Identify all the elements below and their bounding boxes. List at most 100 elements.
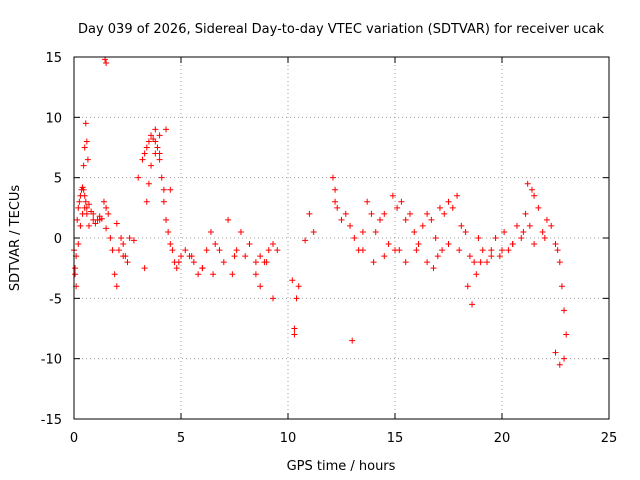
data-point <box>531 192 538 199</box>
data-point <box>445 198 452 205</box>
data-point <box>163 216 170 223</box>
data-point <box>74 216 81 223</box>
data-point <box>499 247 505 254</box>
data-point <box>293 295 300 302</box>
x-tick-label: 5 <box>177 431 185 446</box>
data-point <box>359 247 366 254</box>
data-point <box>111 271 118 278</box>
data-point <box>541 235 548 241</box>
data-point <box>158 174 165 181</box>
data-point <box>477 259 484 266</box>
y-tick-label: 15 <box>45 51 62 66</box>
data-point <box>83 210 90 217</box>
data-point <box>552 241 559 248</box>
data-point <box>75 204 82 211</box>
data-point <box>398 198 405 205</box>
data-point <box>364 198 371 205</box>
grid-lines <box>74 57 609 419</box>
data-point <box>237 228 244 235</box>
data-point <box>464 283 471 290</box>
data-point <box>225 216 232 223</box>
data-point <box>231 253 238 260</box>
data-point <box>415 241 422 248</box>
data-point <box>90 210 97 217</box>
data-point <box>80 186 87 193</box>
data-point <box>103 225 110 232</box>
data-point <box>169 247 176 254</box>
data-point <box>270 295 277 302</box>
data-point <box>145 138 152 145</box>
x-tick-label: 20 <box>494 431 511 446</box>
data-series-sdtvar <box>71 56 570 368</box>
data-point <box>274 247 281 254</box>
data-point <box>203 247 210 254</box>
x-tick-label: 10 <box>280 431 297 446</box>
data-point <box>82 120 89 127</box>
data-point <box>188 253 195 260</box>
data-point <box>528 186 535 193</box>
data-point <box>124 259 131 266</box>
data-point <box>265 247 272 254</box>
data-point <box>109 247 116 254</box>
data-point <box>496 253 503 260</box>
data-point <box>419 222 426 229</box>
data-point <box>143 198 150 205</box>
data-point <box>368 210 375 217</box>
data-point <box>439 247 446 254</box>
data-point <box>242 253 249 260</box>
data-point <box>561 355 568 362</box>
data-point <box>449 204 456 211</box>
data-point <box>120 253 127 260</box>
data-point <box>428 216 435 223</box>
data-point <box>471 259 478 266</box>
data-point <box>441 210 448 217</box>
data-point <box>332 198 339 205</box>
data-point <box>139 156 146 163</box>
data-point <box>456 247 463 254</box>
data-point <box>469 301 476 308</box>
data-point <box>430 265 437 272</box>
data-point <box>389 192 396 199</box>
y-tick-label: -5 <box>49 292 62 307</box>
x-axis-ticks: 0 5 10 15 20 25 <box>70 57 617 446</box>
data-point <box>178 253 184 260</box>
x-tick-label: 0 <box>70 431 78 446</box>
data-point <box>75 241 82 248</box>
data-point <box>220 259 227 266</box>
data-point <box>332 186 339 193</box>
data-point <box>152 138 159 145</box>
data-point <box>148 132 155 139</box>
data-point <box>199 265 206 272</box>
y-tick-label: -10 <box>41 353 62 368</box>
data-point <box>92 220 99 227</box>
data-point <box>310 228 317 235</box>
data-point <box>167 186 174 193</box>
y-tick-label: 10 <box>45 111 62 126</box>
data-point <box>289 277 296 284</box>
data-point <box>513 222 520 229</box>
data-point <box>413 247 420 254</box>
data-point <box>115 247 122 254</box>
data-point <box>338 216 345 223</box>
data-point <box>424 259 431 266</box>
data-point <box>349 337 356 344</box>
data-point <box>81 192 88 199</box>
data-point <box>359 228 366 235</box>
data-point <box>526 222 533 229</box>
data-point <box>342 210 349 217</box>
data-point <box>556 361 563 368</box>
data-point <box>163 126 170 133</box>
data-point <box>385 241 392 248</box>
data-point <box>160 198 167 205</box>
y-tick-label: 0 <box>54 232 62 247</box>
data-point <box>152 150 159 157</box>
data-point <box>531 241 538 248</box>
data-point <box>257 253 264 260</box>
data-point <box>484 259 491 266</box>
data-point <box>351 235 358 241</box>
data-point <box>563 331 570 338</box>
data-point <box>160 186 167 193</box>
data-point <box>473 271 480 278</box>
data-point <box>141 150 148 157</box>
